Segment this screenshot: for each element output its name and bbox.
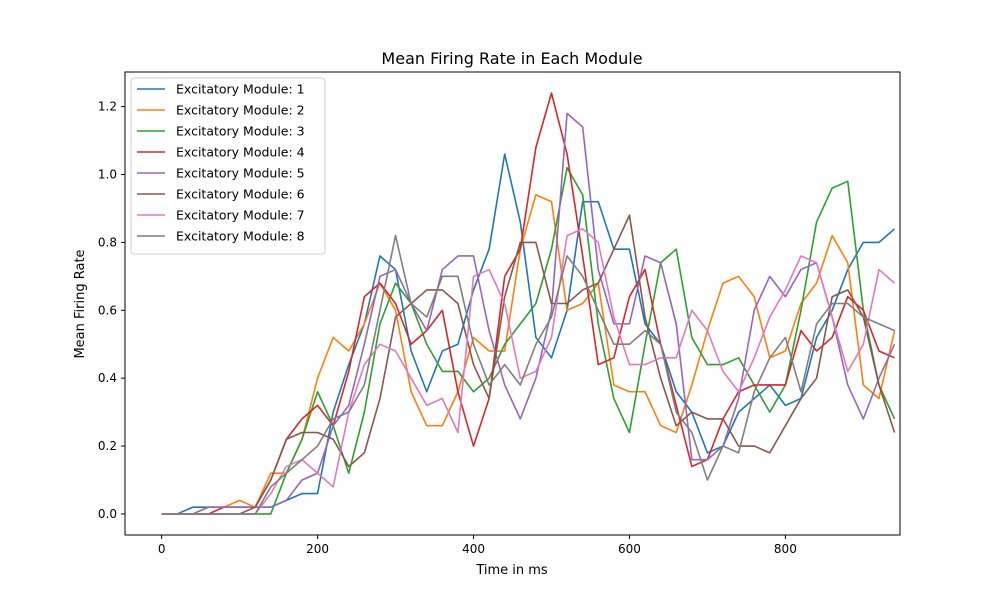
plot-area: [161, 92, 896, 515]
series-line-7: [161, 228, 896, 515]
legend-label: Excitatory Module: 7: [176, 208, 305, 223]
y-tick-label: 0.8: [98, 235, 117, 249]
series-line-2: [161, 194, 896, 515]
legend-label: Excitatory Module: 1: [176, 82, 305, 97]
legend-label: Excitatory Module: 5: [176, 166, 305, 181]
x-tick-label: 800: [774, 542, 797, 556]
series-line-6: [161, 214, 896, 515]
y-tick-label: 0.2: [98, 439, 117, 453]
x-tick-label: 0: [158, 542, 166, 556]
y-tick-label: 1.2: [98, 100, 117, 114]
legend-label: Excitatory Module: 6: [176, 187, 305, 202]
legend-box: [130, 77, 326, 255]
y-axis: 0.0 0.2 0.4 0.6 0.8 1.0 1.2: [98, 100, 125, 521]
series-line-8: [161, 234, 895, 515]
y-tick-label: 0.0: [98, 507, 117, 521]
y-axis-label: Mean Firing Rate: [73, 249, 88, 358]
x-tick-label: 400: [462, 542, 485, 556]
y-tick-label: 0.6: [98, 303, 117, 317]
y-tick-label: 0.4: [98, 371, 117, 385]
x-tick-label: 600: [618, 542, 641, 556]
series-line-5: [161, 112, 896, 515]
legend-label: Excitatory Module: 8: [176, 229, 305, 244]
series-line-3: [161, 166, 896, 515]
plot-frame: [124, 71, 901, 536]
legend-label: Excitatory Module: 4: [176, 145, 305, 160]
x-tick-label: 200: [306, 542, 329, 556]
x-axis-label: Time in ms: [475, 563, 548, 578]
x-axis: 0 200 400 600 800: [158, 535, 797, 556]
y-tick-label: 1.0: [98, 168, 117, 182]
legend: Excitatory Module: 1 Excitatory Module: 2…: [130, 77, 326, 255]
legend-label: Excitatory Module: 2: [176, 103, 305, 118]
chart-title: Mean Firing Rate in Each Module: [381, 49, 642, 68]
legend-label: Excitatory Module: 3: [176, 124, 305, 139]
